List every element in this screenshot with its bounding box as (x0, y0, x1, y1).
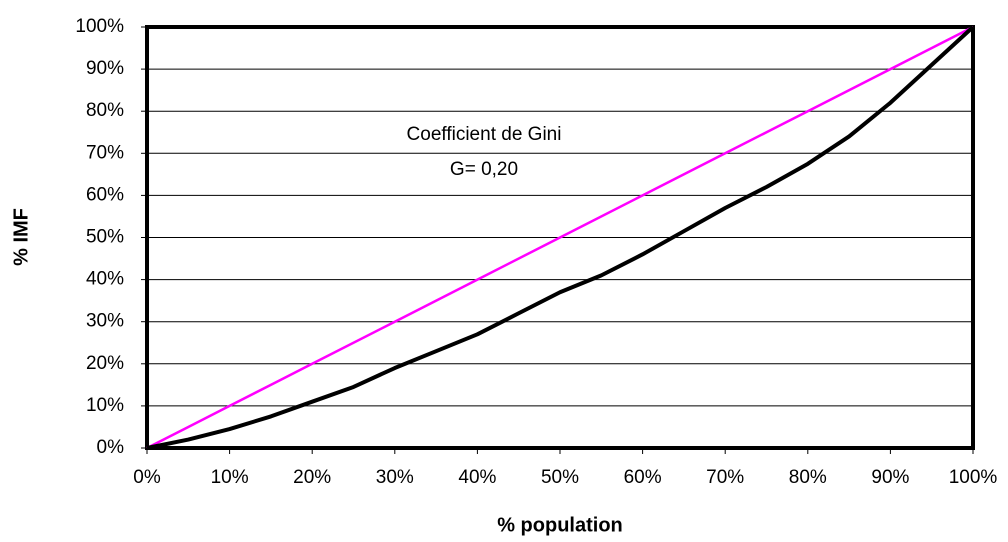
annotation: G= 0,20 (450, 159, 518, 180)
x-tick-label: 40% (458, 467, 496, 488)
x-tick-label: 100% (949, 467, 998, 488)
y-tick-label: 100% (75, 16, 124, 37)
x-tick-label: 70% (706, 467, 744, 488)
series-line (146, 25, 975, 450)
x-tick-label: 20% (293, 467, 331, 488)
y-tick-label: 20% (86, 353, 124, 374)
series-line (146, 25, 974, 450)
y-tick-label: 90% (86, 58, 124, 79)
y-tick-label: 0% (97, 437, 125, 458)
y-tick-label: 40% (86, 269, 124, 290)
x-axis-title: % population (497, 514, 623, 536)
x-tick-label: 50% (541, 467, 579, 488)
plot-border (145, 25, 975, 450)
y-tick-label: 80% (86, 100, 124, 121)
y-tick-label: 60% (86, 184, 124, 205)
x-tick-label: 10% (211, 467, 249, 488)
x-tick-label: 0% (133, 467, 161, 488)
x-tick-label: 30% (376, 467, 414, 488)
x-tick-label: 80% (789, 467, 827, 488)
y-tick-label: 70% (86, 142, 124, 163)
y-tick-label: 50% (86, 227, 124, 248)
annotation: Coefficient de Gini (407, 124, 562, 145)
y-axis-title: % IMF (10, 208, 32, 266)
y-tick-label: 30% (86, 311, 124, 332)
x-tick-label: 60% (624, 467, 662, 488)
x-tick-label: 90% (871, 467, 909, 488)
y-tick-label: 10% (86, 395, 124, 416)
